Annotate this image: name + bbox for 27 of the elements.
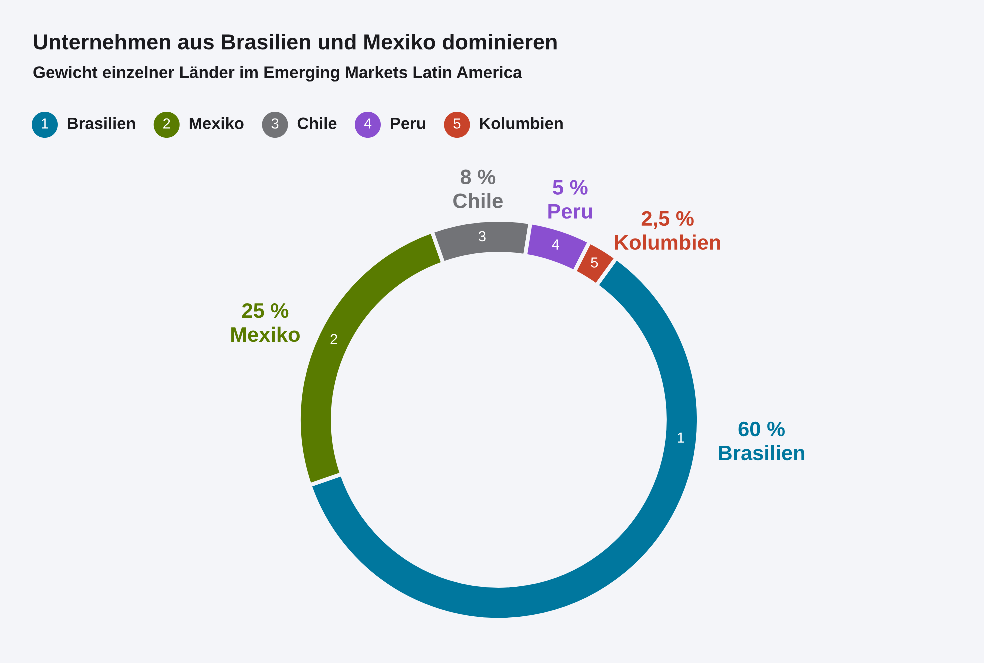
text: 1 xyxy=(678,432,684,443)
text: 5 xyxy=(454,118,461,129)
chart-subtitle: Gewicht einzelner Länder im Emerging Markets Latin America xyxy=(34,66,522,82)
legend-label: Kolumbien xyxy=(480,117,563,130)
text: 2 xyxy=(330,334,338,344)
legend-label: Brasilien xyxy=(68,117,136,130)
slice-label: Kolumbien xyxy=(615,234,720,250)
chart-title: Unternehmen aus Brasilien und Mexiko dominieren xyxy=(34,34,557,50)
legend-label: Chile xyxy=(298,117,337,130)
data-label: 2,5 % xyxy=(642,211,694,230)
text: 4 xyxy=(364,118,372,129)
data-label: 5 % xyxy=(553,180,588,195)
text: 4 xyxy=(552,240,560,250)
data-label: 25 % xyxy=(242,303,289,318)
slice-label: Brasilien xyxy=(719,445,805,461)
legend-label: Peru xyxy=(391,118,426,130)
text: 5 xyxy=(591,258,598,268)
slice-label: Chile xyxy=(454,193,503,209)
text: 3 xyxy=(478,231,486,242)
slice-label: Peru xyxy=(548,204,592,219)
legend-label: Mexiko xyxy=(190,117,244,130)
text: 1 xyxy=(42,118,48,129)
data-label: 8 % xyxy=(460,170,496,185)
data-label: 60 % xyxy=(738,422,785,437)
text: 3 xyxy=(272,118,279,129)
text: 2 xyxy=(164,118,170,129)
slice-label: Mexiko xyxy=(232,326,300,342)
